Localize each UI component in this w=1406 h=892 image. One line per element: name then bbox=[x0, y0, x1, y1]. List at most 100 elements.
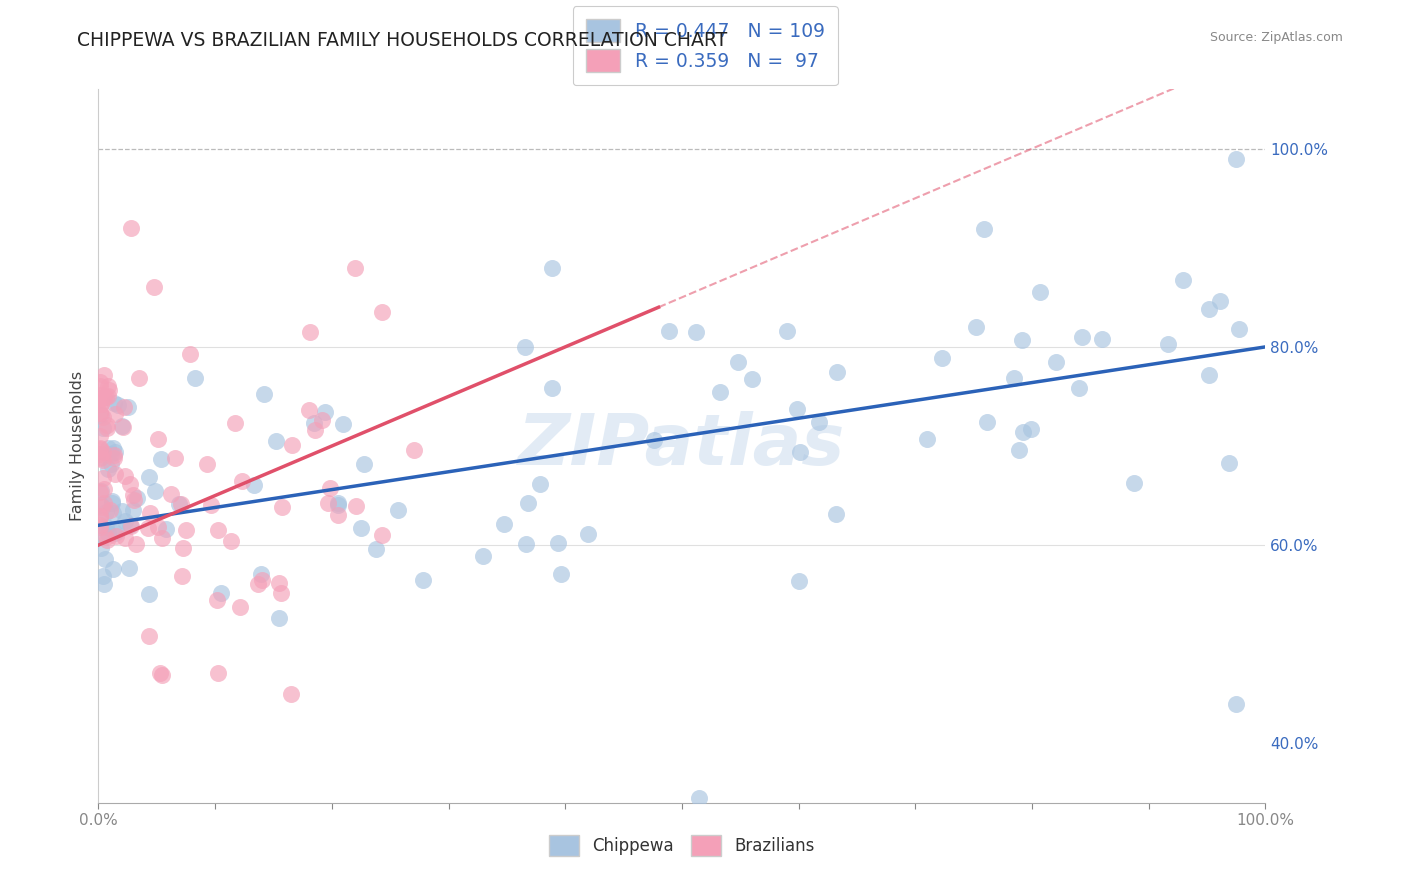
Point bbox=[965, 319, 987, 334]
Point bbox=[104, 407, 127, 421]
Point bbox=[93, 482, 115, 496]
Point bbox=[89, 375, 111, 389]
Point bbox=[547, 535, 569, 549]
Point bbox=[128, 371, 150, 385]
Point bbox=[1225, 152, 1247, 166]
Point bbox=[207, 523, 229, 537]
Point bbox=[364, 542, 387, 557]
Point bbox=[931, 351, 953, 365]
Point bbox=[89, 388, 111, 402]
Point bbox=[1019, 422, 1042, 436]
Point bbox=[111, 419, 134, 434]
Point bbox=[253, 386, 276, 401]
Point bbox=[100, 458, 122, 472]
Point bbox=[94, 552, 117, 566]
Point bbox=[125, 536, 148, 550]
Point bbox=[90, 483, 112, 498]
Point bbox=[103, 451, 125, 466]
Point bbox=[96, 421, 118, 435]
Text: ZIPatlas: ZIPatlas bbox=[519, 411, 845, 481]
Point bbox=[172, 541, 194, 556]
Point bbox=[741, 371, 763, 385]
Point bbox=[231, 474, 253, 488]
Point bbox=[93, 496, 115, 510]
Point bbox=[143, 280, 166, 294]
Point bbox=[152, 668, 174, 682]
Point bbox=[270, 585, 292, 599]
Point bbox=[101, 441, 124, 455]
Point bbox=[271, 500, 294, 514]
Point bbox=[541, 260, 564, 275]
Point bbox=[138, 629, 160, 643]
Point bbox=[420, 811, 443, 825]
Point bbox=[139, 506, 162, 520]
Point bbox=[299, 325, 322, 339]
Point bbox=[111, 504, 134, 518]
Point bbox=[576, 527, 599, 541]
Point bbox=[149, 665, 172, 680]
Point bbox=[412, 574, 434, 588]
Point bbox=[91, 410, 114, 425]
Point bbox=[319, 481, 342, 495]
Point bbox=[89, 429, 111, 443]
Point bbox=[165, 451, 187, 466]
Point bbox=[90, 408, 112, 422]
Point bbox=[517, 496, 540, 510]
Point bbox=[114, 514, 136, 528]
Point bbox=[353, 457, 375, 471]
Point bbox=[789, 574, 811, 588]
Point bbox=[89, 518, 111, 533]
Point bbox=[97, 526, 120, 541]
Point bbox=[332, 417, 354, 431]
Point bbox=[94, 390, 117, 404]
Point bbox=[688, 790, 710, 805]
Point bbox=[224, 416, 246, 430]
Point bbox=[90, 498, 112, 512]
Point bbox=[89, 519, 111, 533]
Point bbox=[89, 441, 111, 455]
Point bbox=[89, 484, 111, 499]
Point bbox=[89, 391, 111, 405]
Point bbox=[90, 397, 112, 411]
Point bbox=[114, 468, 136, 483]
Point bbox=[267, 610, 290, 624]
Point bbox=[93, 368, 115, 383]
Point bbox=[97, 389, 120, 403]
Point bbox=[100, 494, 122, 508]
Point bbox=[138, 587, 160, 601]
Point bbox=[90, 541, 112, 555]
Point bbox=[111, 419, 134, 434]
Point bbox=[120, 517, 142, 532]
Point bbox=[96, 533, 118, 547]
Point bbox=[1011, 333, 1033, 347]
Point bbox=[105, 524, 128, 538]
Point bbox=[1091, 333, 1114, 347]
Point bbox=[148, 432, 170, 446]
Point bbox=[143, 483, 166, 498]
Point bbox=[727, 354, 749, 368]
Point bbox=[160, 487, 183, 501]
Point bbox=[1002, 371, 1025, 385]
Point bbox=[1225, 697, 1247, 711]
Point bbox=[107, 398, 129, 412]
Point bbox=[120, 221, 142, 235]
Point bbox=[825, 366, 848, 380]
Point bbox=[709, 384, 731, 399]
Point bbox=[89, 397, 111, 411]
Point bbox=[350, 521, 373, 535]
Point bbox=[1008, 443, 1031, 458]
Point bbox=[326, 496, 349, 510]
Point bbox=[494, 516, 516, 531]
Point bbox=[118, 560, 141, 574]
Point bbox=[207, 665, 229, 680]
Point bbox=[229, 600, 252, 615]
Point bbox=[304, 417, 326, 431]
Point bbox=[685, 325, 707, 339]
Point bbox=[91, 453, 114, 467]
Point bbox=[122, 492, 145, 507]
Point bbox=[789, 445, 811, 459]
Point bbox=[1029, 285, 1052, 299]
Point bbox=[326, 508, 349, 522]
Point bbox=[167, 497, 190, 511]
Point bbox=[89, 451, 111, 466]
